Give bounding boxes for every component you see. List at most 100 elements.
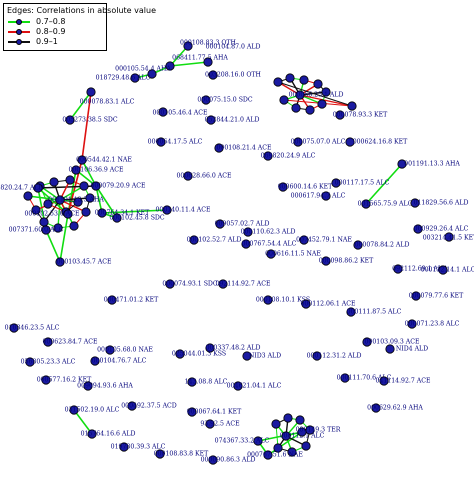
graph-node (63, 209, 73, 219)
graph-node (97, 208, 107, 218)
graph-node (321, 87, 331, 97)
node-label: 000337.48.2 ALD (206, 345, 261, 352)
graph-node (43, 199, 53, 209)
graph-node (203, 57, 213, 67)
graph-node (218, 279, 228, 289)
graph-node (91, 181, 101, 191)
graph-node (119, 442, 129, 452)
graph-node (31, 205, 41, 215)
graph-node (283, 413, 293, 423)
node-label: 010346.23.5 ALC (5, 325, 60, 332)
graph-node (293, 137, 303, 147)
graph-node (371, 403, 381, 413)
graph-node (340, 373, 350, 383)
graph-node (175, 349, 185, 359)
legend-node-marker (16, 29, 22, 35)
graph-node (189, 235, 199, 245)
legend-title: Edges: Correlations in absolute value (7, 6, 156, 15)
graph-node (205, 343, 215, 353)
node-label: 000108.21.4 ACE (216, 145, 272, 152)
node-label: 031502.19.0 ALC (65, 407, 120, 414)
node-label: 000066.25.1 ALD (289, 92, 344, 99)
graph-node (331, 178, 341, 188)
node-label: 000103.09.3 ACE (364, 339, 420, 346)
node-label: 000623.84.7 ACE (42, 339, 98, 346)
node-label: 001565.75.9 ALC (358, 201, 413, 208)
graph-node (263, 151, 273, 161)
graph-node (55, 257, 65, 267)
graph-node (130, 73, 140, 83)
graph-node (242, 351, 252, 361)
node-label: 000105.54.4 AHA (115, 66, 171, 73)
node-label: 019780.39.3 ALC (111, 444, 166, 451)
graph-node (69, 221, 79, 231)
graph-node (353, 240, 363, 250)
graph-node (215, 219, 225, 229)
network-edge (45, 229, 61, 263)
graph-node (397, 159, 407, 169)
node-label: 000104.87.0 ALD (206, 44, 261, 51)
node-label: 000764.34.1 KET (95, 210, 150, 217)
node-label: 000102.53.0 ACE (24, 211, 80, 218)
graph-node (444, 232, 454, 242)
legend-label: 0.9–1 (36, 37, 58, 46)
node-label: 000075.15.0 SDC (197, 97, 253, 104)
node-label: 000600.14.6 KET (278, 184, 333, 191)
graph-node (162, 205, 172, 215)
hub-edge (57, 199, 61, 229)
node-label: 003214.41.5 KET (423, 235, 474, 242)
legend-label: 0.8–0.9 (36, 27, 66, 36)
node-label: 000103.45.7 ACE (56, 259, 112, 266)
graph-node (347, 101, 357, 111)
node-label: 000079.20.9 ACE (90, 183, 146, 190)
graph-node (73, 197, 83, 207)
hub-edge (299, 94, 353, 107)
node-label: 092112.69.1 AHA (392, 266, 448, 273)
graph-node (410, 198, 420, 208)
node-label: 000112.31.2 ALD (307, 353, 362, 360)
graph-node (407, 319, 417, 329)
graph-node (299, 75, 309, 85)
graph-node (158, 107, 168, 117)
graph-node (266, 249, 276, 259)
hub-edge (59, 185, 85, 201)
node-label: 000071.23.8 ALC (405, 321, 460, 328)
graph-node (85, 193, 95, 203)
graph-node (345, 137, 355, 147)
graph-node (411, 291, 421, 301)
graph-node (317, 99, 327, 109)
graph-node (273, 443, 283, 453)
graph-node (107, 295, 117, 305)
node-label: 000105.46.4 ACE (152, 110, 208, 117)
node-label: 000078.84.2 ALD (355, 242, 410, 249)
network-edge (169, 61, 209, 67)
node-label: 000102.52.7 ALD (187, 237, 242, 244)
node-label: 000102.45.8 SDC (109, 215, 165, 222)
node-label: 007452.79.1 NAE (296, 237, 352, 244)
node-label: 000090.86.3 ALD (201, 457, 256, 464)
node-label: 011829.56.6 ALD (414, 200, 469, 207)
node-label: 93.92.5 ACE (200, 421, 240, 428)
graph-node (208, 455, 218, 465)
graph-node (346, 307, 356, 317)
node-label: 000075.07.0 ALC (291, 139, 346, 146)
graph-node (87, 429, 97, 439)
node-label: 005273.38.5 SDC (62, 117, 118, 124)
node-label: 001820.24.7 ALD (0, 185, 43, 192)
node-label: 056805.23.3 ALC (21, 359, 76, 366)
node-label: 092114.92.7 ACE (215, 281, 271, 288)
network-edge (81, 159, 97, 187)
legend-node-marker (16, 39, 22, 45)
node-label: 052844.21.0 ALD (205, 117, 260, 124)
graph-node (301, 441, 311, 451)
graph-node (413, 224, 423, 234)
graph-node (214, 143, 224, 153)
legend: Edges: Correlations in absolute value 0.… (3, 3, 156, 51)
graph-node (79, 181, 89, 191)
graph-node (71, 165, 81, 175)
graph-node (65, 115, 75, 125)
node-label: 000140.11.4 ACE (155, 207, 211, 214)
node-label: 025044.01.3 KSS (172, 351, 226, 358)
graph-node (112, 213, 122, 223)
